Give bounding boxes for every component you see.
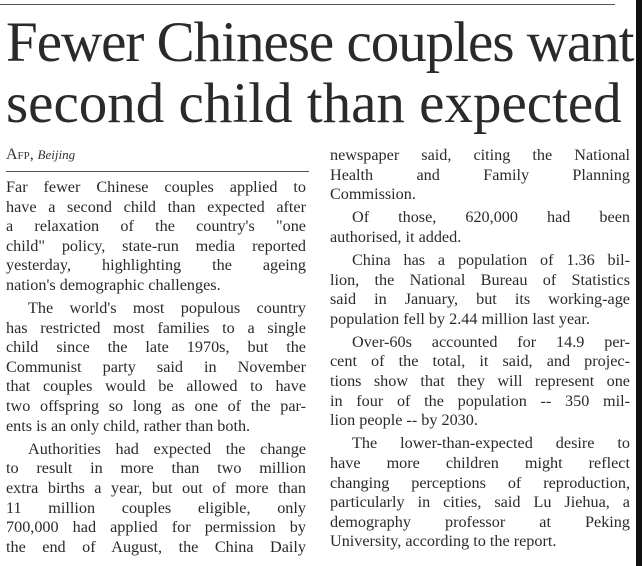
text-line: authorised, it added.: [330, 227, 462, 246]
byline-place: Beijing: [37, 147, 76, 162]
text-line: lion people -- by 2030.: [330, 411, 478, 430]
text-line: Authorities had expected the change: [28, 439, 306, 458]
text-line: China has a population of 1.36 bil-: [352, 250, 630, 269]
text-line: extra births a year, but out of more tha…: [6, 478, 306, 497]
text-line: tions show that they will represent one: [330, 372, 630, 391]
text-line: demography professor at Peking: [330, 512, 630, 531]
text-line: two offspring so long as one of the par-: [6, 397, 306, 416]
text-line: The world's most populous country: [28, 299, 306, 318]
text-line: population fell by 2.44 million last yea…: [330, 309, 590, 328]
text-line: lion, the National Bureau of Statistics: [330, 270, 630, 289]
text-line: Of those, 620,000 had been: [352, 208, 630, 227]
text-line: Commission.: [330, 185, 416, 204]
text-line: cent of the total, it said, and projec-: [330, 352, 630, 371]
text-line: Health and Family Planning: [330, 165, 630, 184]
text-line: in four of the population -- 350 mil-: [330, 391, 630, 410]
page-edge: [636, 0, 642, 566]
text-line: Communist party said in November: [6, 357, 306, 376]
text-line: has restricted most families to a single: [6, 318, 306, 337]
paragraph: The world's most populous country has res…: [6, 299, 306, 436]
paragraph: Of those, 620,000 had been authorised, it…: [330, 208, 630, 247]
byline-rule: [6, 171, 309, 172]
text-line: Far fewer Chinese couples applied to: [6, 178, 306, 196]
text-line: child since the late 1970s, but the: [6, 338, 306, 357]
headline-line: second child than expected: [6, 72, 622, 135]
top-rule: [0, 4, 615, 5]
paragraph: Far fewer Chinese couples applied to have…: [6, 178, 306, 296]
text-line: The lower-than-expected desire to: [352, 434, 630, 453]
text-line: have more children might reflect: [330, 453, 630, 472]
text-line: have a second child than expected after: [6, 197, 306, 216]
text-line: to result in more than two million: [6, 459, 306, 478]
paragraph: China has a population of 1.36 bil-lion,…: [330, 251, 630, 329]
article-column-left: Far fewer Chinese couples applied to have…: [6, 178, 306, 561]
text-line: said in January, but its working-age: [330, 290, 630, 309]
article-column-right: newspaper said, citing the National Healt…: [330, 146, 630, 555]
text-line: yesterday, highlighting the ageing: [6, 256, 306, 275]
headline-line: Fewer Chinese couples want: [6, 11, 635, 74]
paragraph: newspaper said, citing the National Healt…: [330, 146, 630, 205]
text-line: University, according to the report.: [330, 532, 557, 551]
text-line: Over-60s accounted for 14.9 per-: [352, 332, 630, 351]
text-line: a relaxation of the country's "one: [6, 217, 306, 236]
headline: Fewer Chinese couples want second child …: [6, 11, 635, 135]
byline-agency: Afp,: [6, 146, 34, 163]
text-line: child" policy, state-run media reported: [6, 236, 306, 255]
text-line: 11 million couples eligible, only: [6, 498, 306, 517]
text-line: that couples would be allowed to have: [6, 377, 306, 396]
text-line: 700,000 had applied for permission by: [6, 518, 306, 537]
paragraph: The lower-than-expected desire to have mo…: [330, 434, 630, 552]
text-line: changing perceptions of reproduction,: [330, 473, 630, 492]
paragraph: Authorities had expected the change to re…: [6, 440, 306, 558]
text-line: ents is an only child, rather than both.: [6, 416, 251, 435]
text-line: newspaper said, citing the National: [330, 146, 630, 164]
text-line: nation's demographic challenges.: [6, 275, 221, 294]
text-line: the end of August, the China Daily: [6, 537, 306, 556]
byline: Afp, Beijing: [6, 146, 75, 164]
text-line: particularly in cities, said Lu Jiehua, …: [330, 493, 630, 512]
paragraph: Over-60s accounted for 14.9 per-cent of …: [330, 333, 630, 431]
